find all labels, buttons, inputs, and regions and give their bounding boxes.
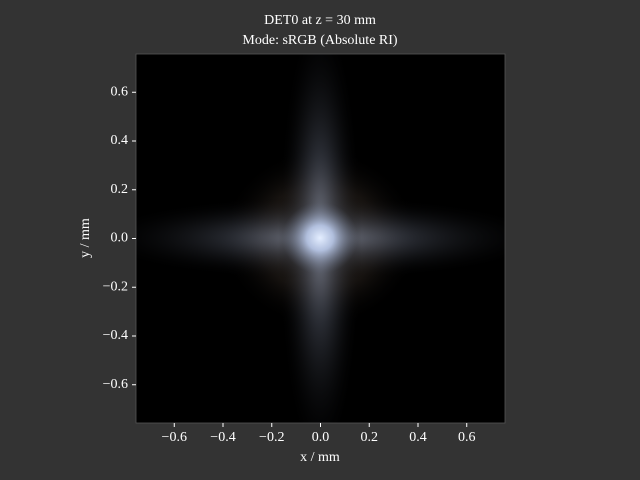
image [136, 54, 505, 423]
x-axis-label: x / mm [300, 450, 340, 465]
x-tick-label: 0.2 [360, 430, 378, 445]
x-tick-label: 0.0 [312, 430, 330, 445]
x-tick-label: 0.4 [409, 430, 427, 445]
y-tick-label: −0.2 [103, 279, 128, 294]
y-axis-label: y / mm [78, 218, 93, 258]
x-tick-label: −0.2 [259, 430, 284, 445]
x-tick-label: −0.4 [210, 430, 235, 445]
chart-subtitle: Mode: sRGB (Absolute RI) [242, 33, 398, 48]
y-tick-label: 0.6 [111, 84, 129, 99]
x-tick-label: 0.6 [458, 430, 476, 445]
y-tick-label: 0.0 [111, 231, 129, 246]
x-tick-label: −0.6 [162, 430, 187, 445]
y-tick-label: 0.2 [111, 182, 129, 197]
y-tick-label: −0.4 [103, 328, 128, 343]
chart-title: DET0 at z = 30 mm [264, 13, 376, 28]
y-tick-label: 0.4 [111, 133, 129, 148]
y-tick-label: −0.6 [103, 377, 128, 392]
